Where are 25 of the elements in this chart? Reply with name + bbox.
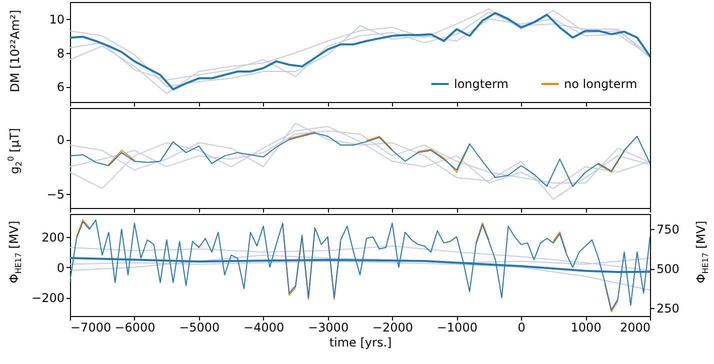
- x-tick-label: −3000: [308, 320, 349, 334]
- x-tick-label: 0: [518, 320, 526, 334]
- x-tick-label: −2000: [372, 320, 414, 334]
- y-tick-label: 8: [56, 46, 64, 60]
- x-tick-label: −5000: [179, 320, 220, 334]
- y-tick-label: 10: [49, 12, 64, 26]
- y-tick-label: 6: [56, 80, 64, 94]
- x-tick-label: −6000: [114, 320, 156, 334]
- y-tick-label: −200: [32, 291, 64, 306]
- x-tick-label: 2000: [620, 320, 650, 334]
- y-tick-label: 200: [42, 230, 64, 244]
- x-axis-title: time [yrs.]: [329, 336, 392, 350]
- y2-tick-label: 250: [656, 302, 680, 316]
- x-tick-label: −7000: [70, 320, 112, 334]
- x-tick-label: −4000: [244, 320, 284, 334]
- y-tick-label: −5: [46, 187, 64, 202]
- legend-label: longterm: [454, 77, 508, 91]
- y2-tick-label: 500: [656, 262, 680, 276]
- y-tick-label: 0: [56, 260, 64, 275]
- y2-tick-label: 750: [656, 222, 680, 237]
- legend-label: no longterm: [564, 77, 638, 91]
- y-axis-title: DM [10²²Am²]: [8, 10, 22, 92]
- x-tick-label: 1000: [570, 320, 602, 334]
- x-tick-label: −1000: [436, 320, 478, 334]
- y-tick-label: 0: [56, 133, 64, 148]
